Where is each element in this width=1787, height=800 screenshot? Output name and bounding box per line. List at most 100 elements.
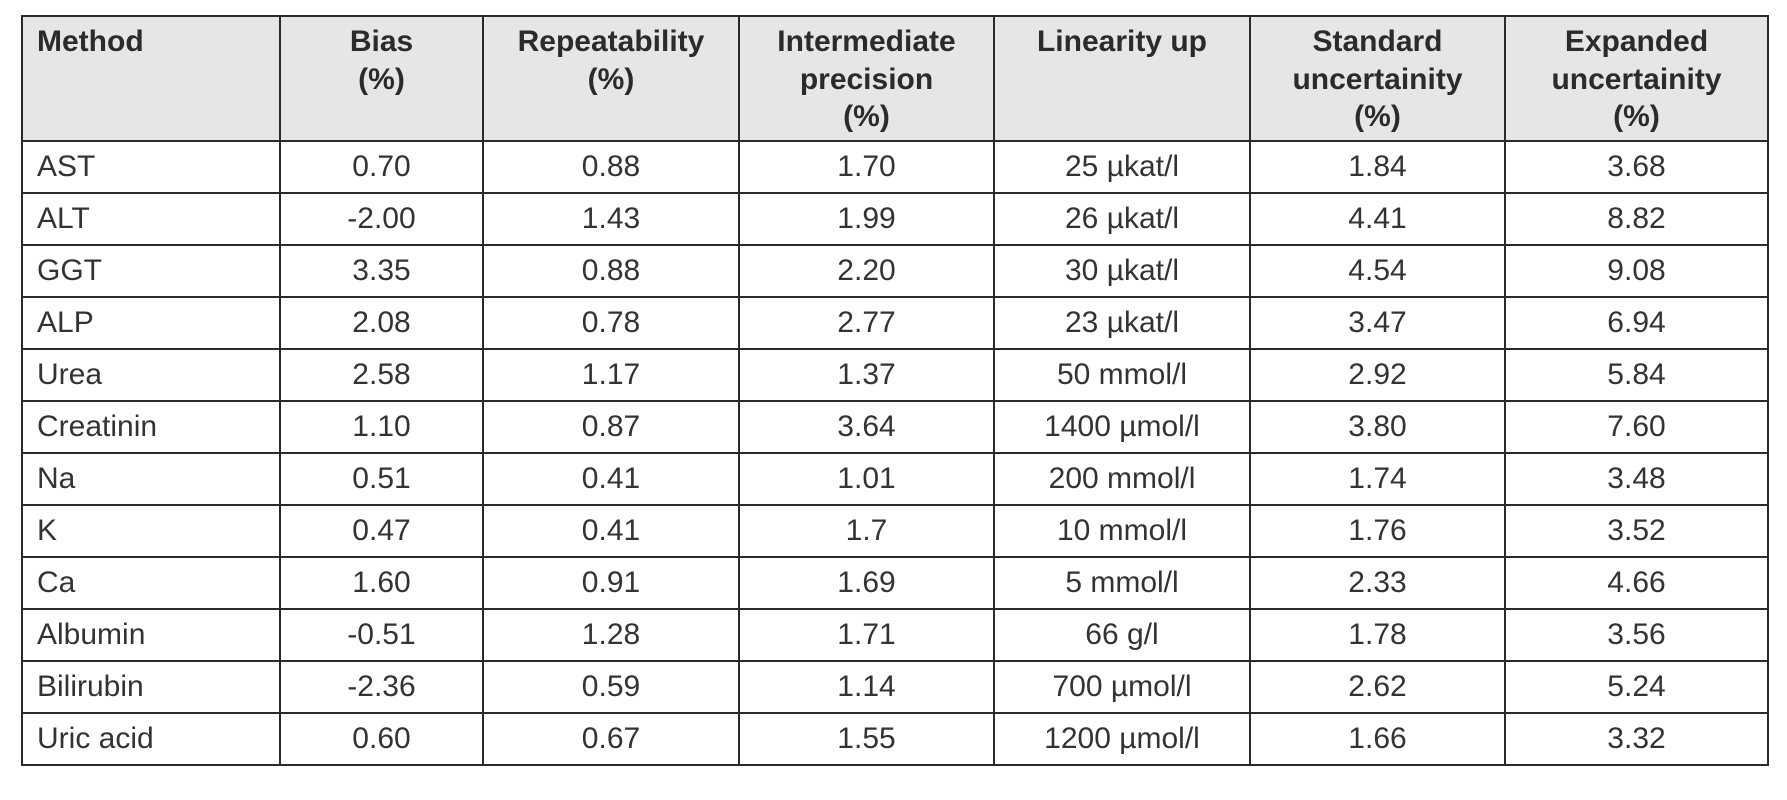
cell-method: Na	[21, 451, 281, 506]
cell-linearity-up: 1200 µmol/l	[993, 711, 1251, 766]
cell-method: AST	[21, 139, 281, 194]
cell-method: K	[21, 503, 281, 558]
header-repeatability: Repeatability (%)	[482, 15, 740, 142]
cell-bias: -2.36	[279, 659, 484, 714]
cell-standard-uncertainity: 1.74	[1249, 451, 1506, 506]
table-row: AST 0.70 0.88 1.70 25 µkat/l 1.84 3.68	[21, 139, 1769, 194]
cell-method: GGT	[21, 243, 281, 298]
cell-linearity-up: 50 mmol/l	[993, 347, 1251, 402]
cell-bias: -0.51	[279, 607, 484, 662]
cell-standard-uncertainity: 4.41	[1249, 191, 1506, 246]
cell-method: Bilirubin	[21, 659, 281, 714]
cell-repeatability: 1.17	[482, 347, 740, 402]
cell-repeatability: 1.43	[482, 191, 740, 246]
cell-expanded-uncertainity: 3.48	[1504, 451, 1769, 506]
header-method: Method	[21, 15, 281, 142]
header-standard-uncertainity: Standard uncertainity (%)	[1249, 15, 1506, 142]
cell-intermediate-precision: 2.77	[738, 295, 995, 350]
cell-repeatability: 0.78	[482, 295, 740, 350]
table-body: AST 0.70 0.88 1.70 25 µkat/l 1.84 3.68 ALT -2.00…	[21, 139, 1769, 766]
cell-linearity-up: 26 µkat/l	[993, 191, 1251, 246]
table-row: Creatinin 1.10 0.87 3.64 1400 µmol/l 3.80 7.60	[21, 399, 1769, 454]
cell-repeatability: 0.41	[482, 503, 740, 558]
cell-bias: 1.10	[279, 399, 484, 454]
cell-expanded-uncertainity: 5.24	[1504, 659, 1769, 714]
cell-standard-uncertainity: 1.78	[1249, 607, 1506, 662]
cell-bias: 2.08	[279, 295, 484, 350]
cell-bias: 0.60	[279, 711, 484, 766]
table-row: Bilirubin -2.36 0.59 1.14 700 µmol/l 2.62 5.24	[21, 659, 1769, 714]
table-row: Uric acid 0.60 0.67 1.55 1200 µmol/l 1.66 3.32	[21, 711, 1769, 766]
table-row: Albumin -0.51 1.28 1.71 66 g/l 1.78 3.56	[21, 607, 1769, 662]
cell-expanded-uncertainity: 3.32	[1504, 711, 1769, 766]
method-validation-table: Method Bias (%) Repeatability (%) Interm…	[21, 15, 1769, 766]
cell-standard-uncertainity: 1.76	[1249, 503, 1506, 558]
cell-bias: 0.51	[279, 451, 484, 506]
cell-method: Albumin	[21, 607, 281, 662]
cell-linearity-up: 23 µkat/l	[993, 295, 1251, 350]
cell-expanded-uncertainity: 8.82	[1504, 191, 1769, 246]
table-row: Urea 2.58 1.17 1.37 50 mmol/l 2.92 5.84	[21, 347, 1769, 402]
cell-intermediate-precision: 1.14	[738, 659, 995, 714]
cell-standard-uncertainity: 1.84	[1249, 139, 1506, 194]
cell-expanded-uncertainity: 3.68	[1504, 139, 1769, 194]
table-row: GGT 3.35 0.88 2.20 30 µkat/l 4.54 9.08	[21, 243, 1769, 298]
cell-intermediate-precision: 1.7	[738, 503, 995, 558]
cell-linearity-up: 1400 µmol/l	[993, 399, 1251, 454]
cell-repeatability: 0.88	[482, 139, 740, 194]
cell-intermediate-precision: 1.01	[738, 451, 995, 506]
cell-expanded-uncertainity: 7.60	[1504, 399, 1769, 454]
cell-method: ALT	[21, 191, 281, 246]
cell-intermediate-precision: 1.37	[738, 347, 995, 402]
cell-intermediate-precision: 1.69	[738, 555, 995, 610]
cell-repeatability: 0.87	[482, 399, 740, 454]
cell-linearity-up: 30 µkat/l	[993, 243, 1251, 298]
cell-bias: 2.58	[279, 347, 484, 402]
cell-linearity-up: 10 mmol/l	[993, 503, 1251, 558]
cell-method: Urea	[21, 347, 281, 402]
cell-linearity-up: 200 mmol/l	[993, 451, 1251, 506]
header-linearity-up: Linearity up	[993, 15, 1251, 142]
cell-bias: 1.60	[279, 555, 484, 610]
cell-bias: 0.47	[279, 503, 484, 558]
cell-expanded-uncertainity: 5.84	[1504, 347, 1769, 402]
table-row: Na 0.51 0.41 1.01 200 mmol/l 1.74 3.48	[21, 451, 1769, 506]
cell-bias: 3.35	[279, 243, 484, 298]
header-intermediate-precision: Intermediate precision (%)	[738, 15, 995, 142]
cell-linearity-up: 66 g/l	[993, 607, 1251, 662]
cell-standard-uncertainity: 2.33	[1249, 555, 1506, 610]
cell-standard-uncertainity: 2.62	[1249, 659, 1506, 714]
header-row: Method Bias (%) Repeatability (%) Interm…	[21, 15, 1769, 142]
cell-repeatability: 0.88	[482, 243, 740, 298]
cell-intermediate-precision: 1.55	[738, 711, 995, 766]
cell-intermediate-precision: 2.20	[738, 243, 995, 298]
cell-standard-uncertainity: 3.80	[1249, 399, 1506, 454]
cell-standard-uncertainity: 4.54	[1249, 243, 1506, 298]
cell-repeatability: 0.41	[482, 451, 740, 506]
cell-repeatability: 0.91	[482, 555, 740, 610]
cell-method: ALP	[21, 295, 281, 350]
cell-standard-uncertainity: 1.66	[1249, 711, 1506, 766]
cell-expanded-uncertainity: 6.94	[1504, 295, 1769, 350]
cell-linearity-up: 25 µkat/l	[993, 139, 1251, 194]
cell-linearity-up: 5 mmol/l	[993, 555, 1251, 610]
cell-standard-uncertainity: 3.47	[1249, 295, 1506, 350]
cell-repeatability: 0.59	[482, 659, 740, 714]
cell-method: Ca	[21, 555, 281, 610]
cell-bias: 0.70	[279, 139, 484, 194]
header-expanded-uncertainity: Expanded uncertainity (%)	[1504, 15, 1769, 142]
cell-intermediate-precision: 1.70	[738, 139, 995, 194]
header-bias: Bias (%)	[279, 15, 484, 142]
cell-repeatability: 0.67	[482, 711, 740, 766]
table-row: Ca 1.60 0.91 1.69 5 mmol/l 2.33 4.66	[21, 555, 1769, 610]
method-validation-table-container: Method Bias (%) Repeatability (%) Interm…	[21, 15, 1769, 766]
cell-expanded-uncertainity: 4.66	[1504, 555, 1769, 610]
cell-method: Uric acid	[21, 711, 281, 766]
table-row: ALP 2.08 0.78 2.77 23 µkat/l 3.47 6.94	[21, 295, 1769, 350]
cell-expanded-uncertainity: 3.56	[1504, 607, 1769, 662]
table-row: ALT -2.00 1.43 1.99 26 µkat/l 4.41 8.82	[21, 191, 1769, 246]
table-row: K 0.47 0.41 1.7 10 mmol/l 1.76 3.52	[21, 503, 1769, 558]
cell-method: Creatinin	[21, 399, 281, 454]
cell-intermediate-precision: 1.99	[738, 191, 995, 246]
cell-standard-uncertainity: 2.92	[1249, 347, 1506, 402]
